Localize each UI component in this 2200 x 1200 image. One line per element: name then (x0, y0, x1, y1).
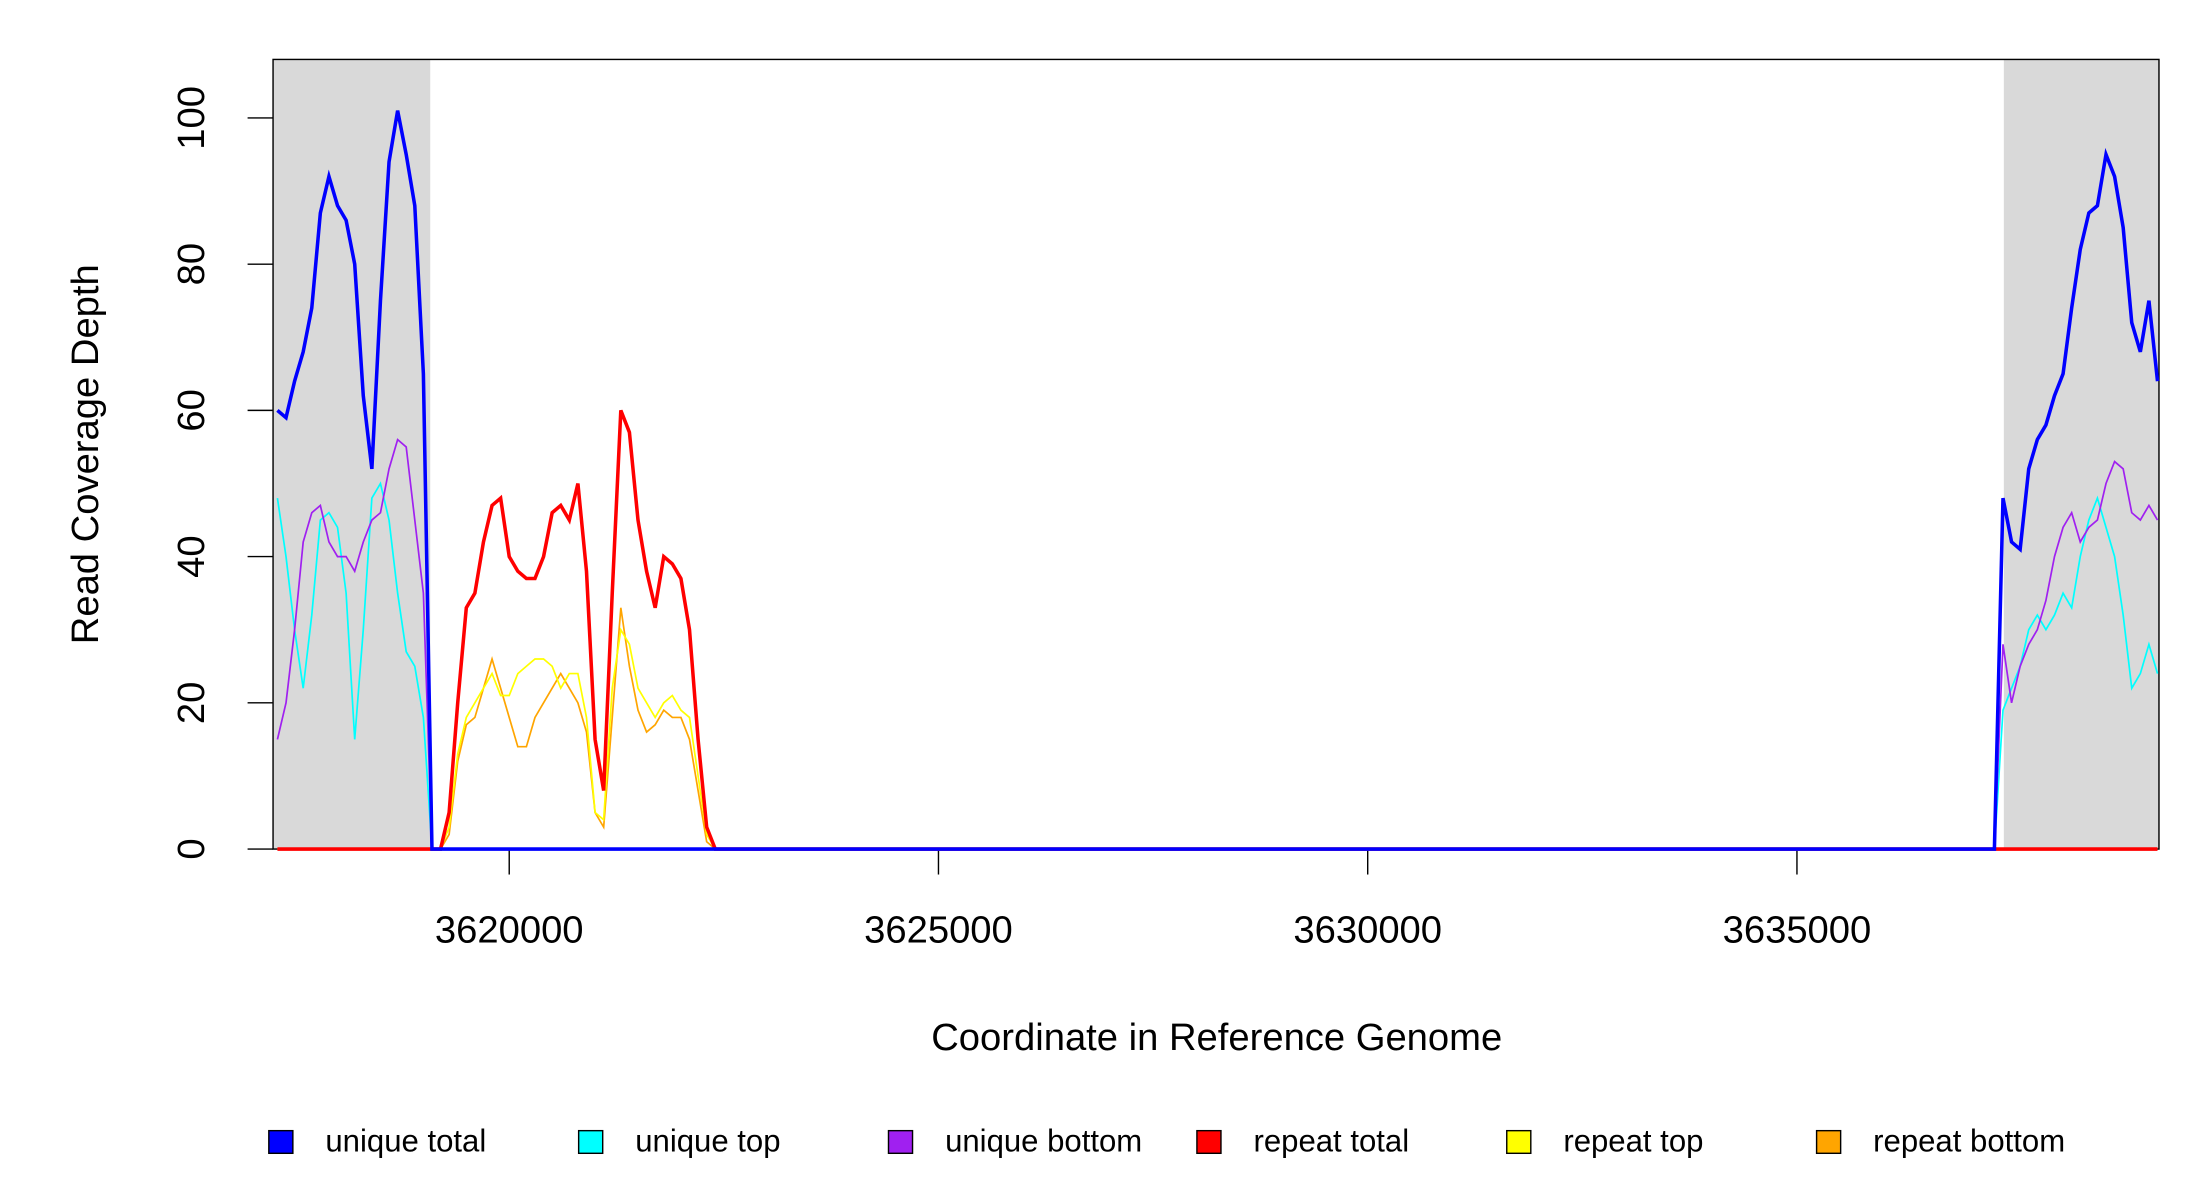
legend-label: unique bottom (945, 1124, 1142, 1159)
y-tick-label: 40 (170, 535, 213, 577)
series-line (277, 607, 2158, 850)
legend-swatch (577, 1129, 604, 1155)
legend-swatch (1815, 1129, 1842, 1155)
x-tick-label: 3635000 (1723, 909, 1872, 952)
shaded-region (2003, 59, 2159, 850)
shaded-region (273, 59, 431, 850)
series-line (277, 627, 2158, 850)
legend-swatch (887, 1129, 914, 1155)
y-tick-label: 20 (170, 682, 213, 724)
legend-swatch (1196, 1129, 1222, 1155)
y-tick-label: 60 (170, 389, 213, 431)
legend-label: unique total (325, 1124, 486, 1159)
series-line (276, 110, 2160, 851)
series-line (277, 409, 2158, 851)
y-tick-label: 0 (170, 838, 213, 859)
legend-label: repeat bottom (1873, 1124, 2065, 1159)
legend-swatch (268, 1129, 294, 1155)
x-tick-label: 3630000 (1293, 909, 1442, 952)
legend-label: unique top (635, 1124, 780, 1159)
x-tick-label: 3625000 (864, 909, 1013, 952)
series-line (276, 438, 2159, 850)
y-axis-label: Read Coverage Depth (64, 264, 107, 644)
legend-label: repeat total (1254, 1124, 1410, 1159)
series-line (276, 481, 2159, 850)
y-tick-label: 80 (170, 243, 213, 285)
legend-swatch (1506, 1129, 1532, 1155)
legend-label: repeat top (1563, 1124, 1703, 1159)
y-tick-label: 100 (170, 86, 213, 150)
x-tick-label: 3620000 (435, 909, 584, 952)
x-axis-label: Coordinate in Reference Genome (931, 1016, 1502, 1059)
plot-frame (272, 58, 2160, 850)
